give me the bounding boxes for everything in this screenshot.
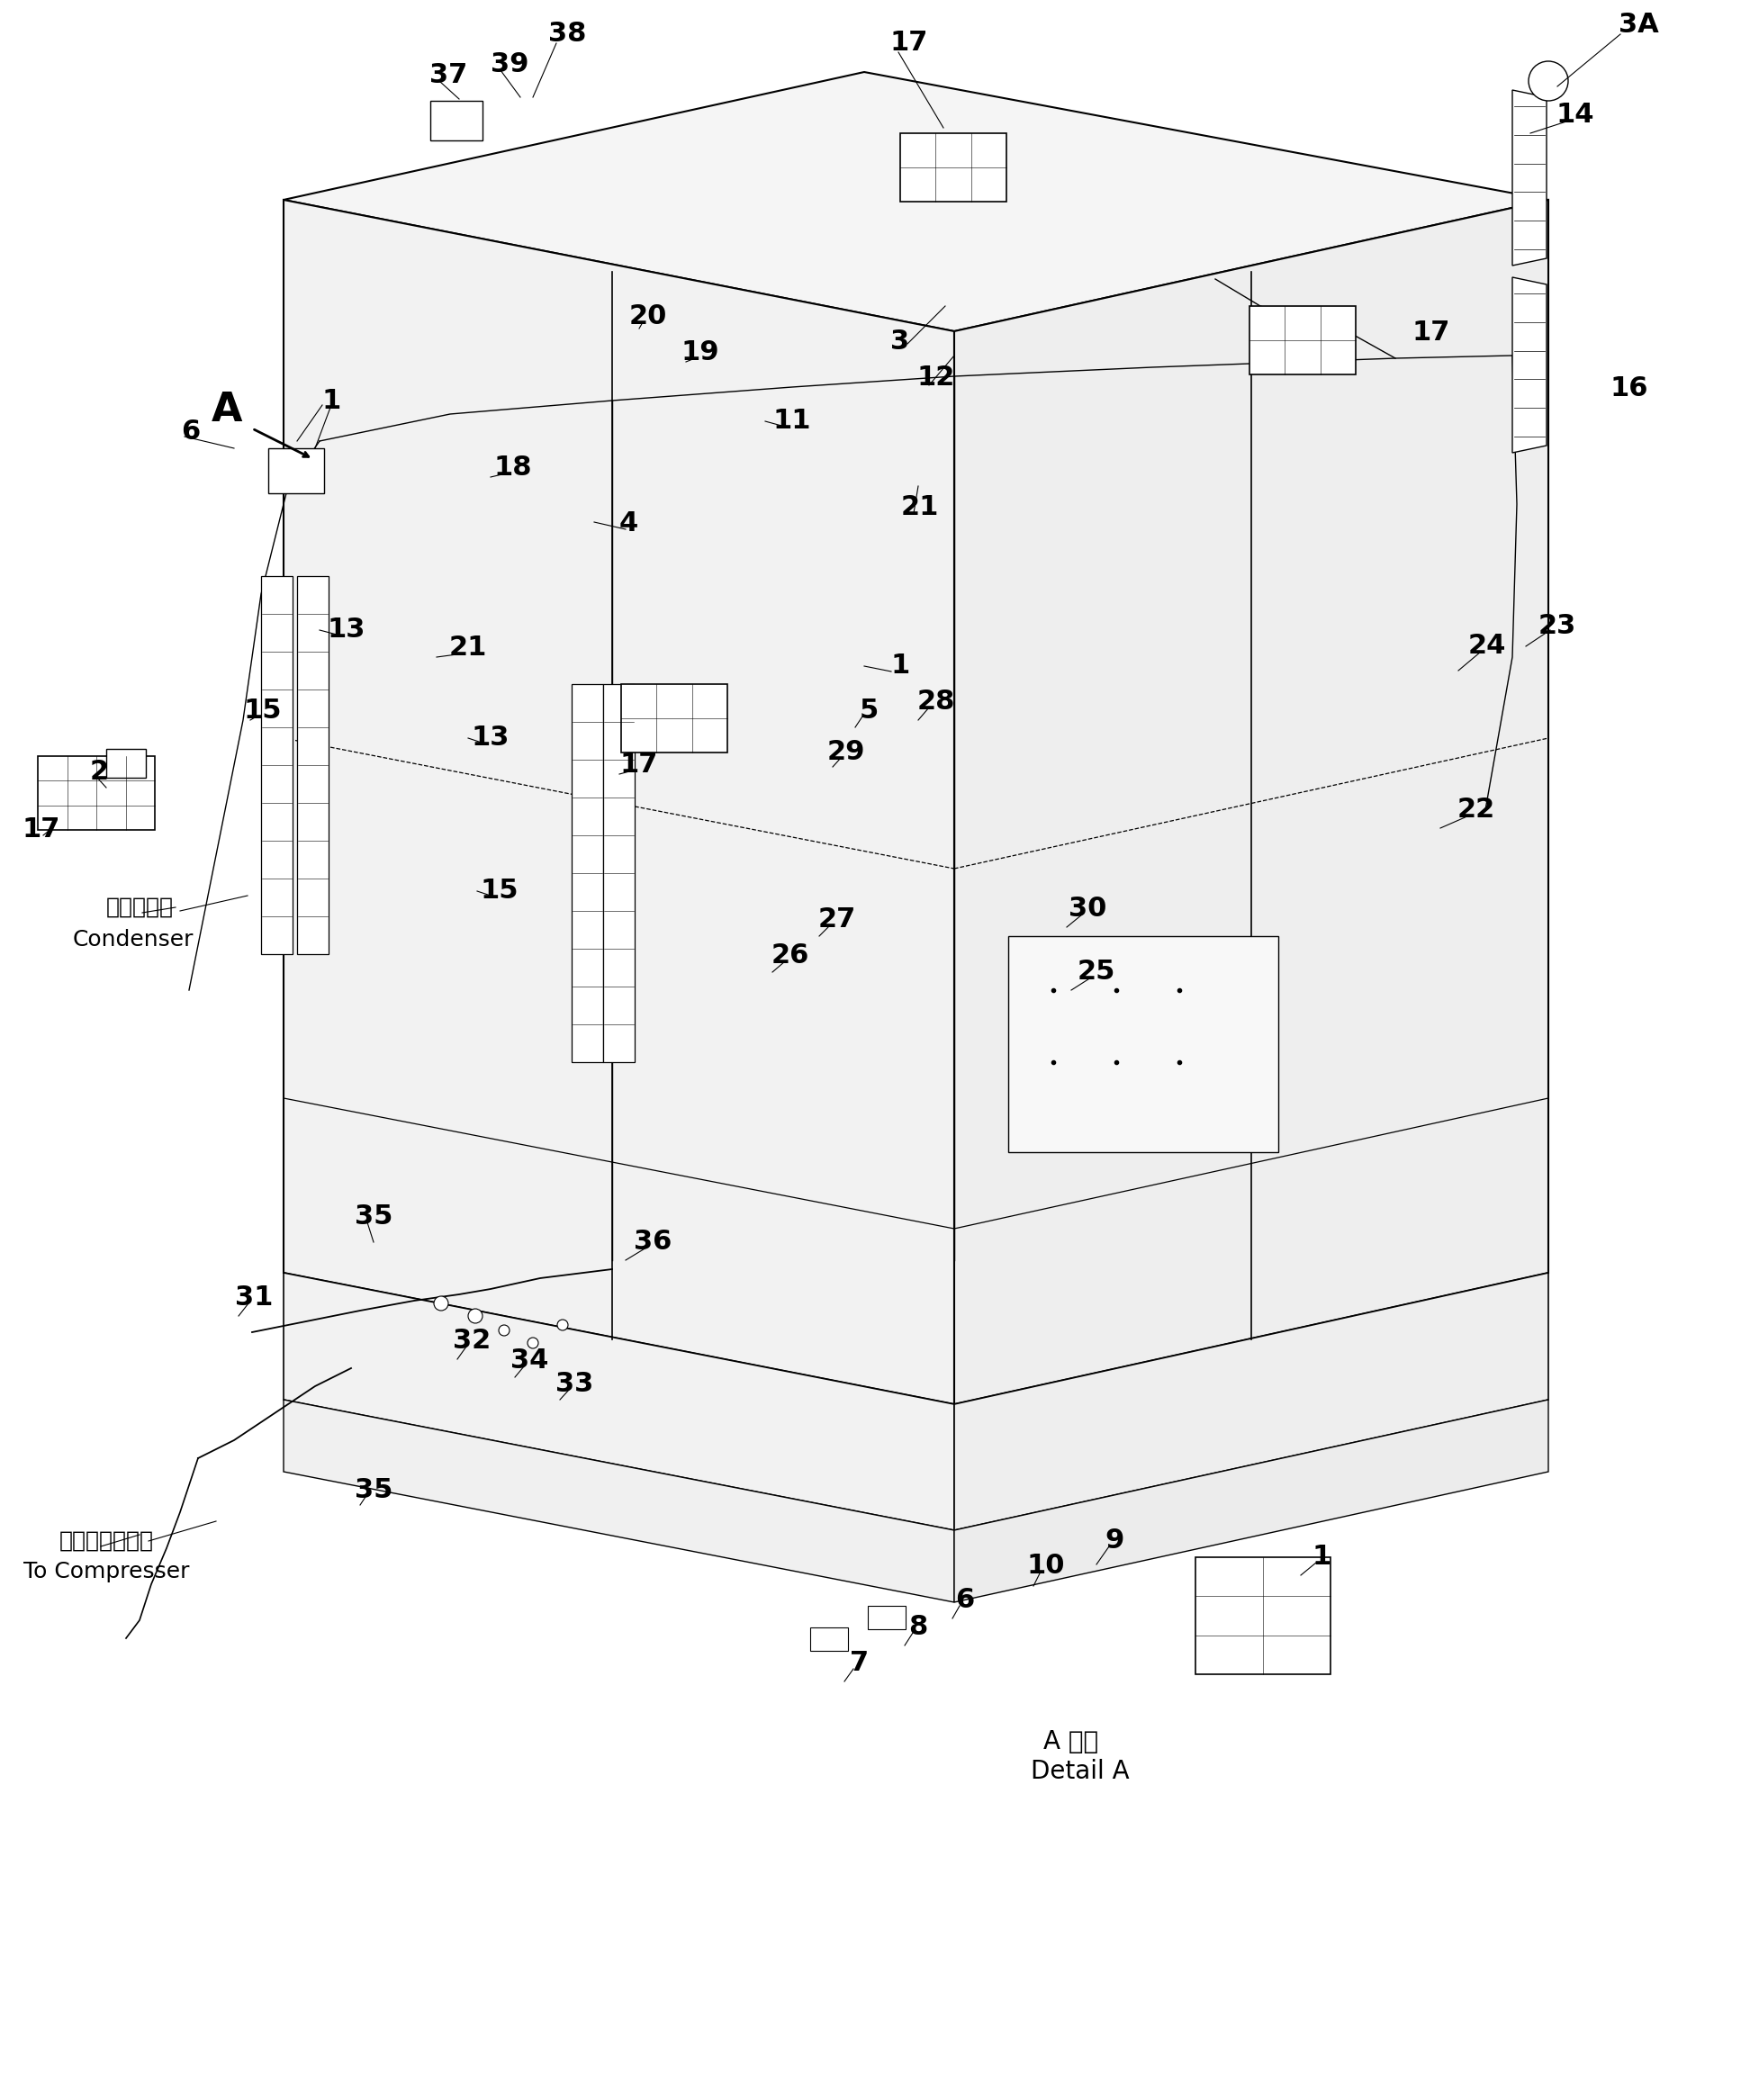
Text: 2: 2 xyxy=(90,760,109,785)
Text: Condenser: Condenser xyxy=(72,928,193,951)
Polygon shape xyxy=(953,1273,1548,1531)
Text: 20: 20 xyxy=(630,304,667,330)
Text: 39: 39 xyxy=(491,52,529,78)
Text: 31: 31 xyxy=(234,1285,273,1310)
Bar xyxy=(867,1606,906,1630)
Polygon shape xyxy=(1513,277,1546,454)
Circle shape xyxy=(528,1338,538,1348)
Text: 3: 3 xyxy=(890,330,909,355)
Bar xyxy=(260,575,292,953)
Text: 25: 25 xyxy=(1077,960,1115,985)
Text: 28: 28 xyxy=(916,689,955,716)
Text: 27: 27 xyxy=(818,907,857,932)
Circle shape xyxy=(558,1319,568,1331)
Circle shape xyxy=(500,1325,510,1336)
Text: 17: 17 xyxy=(1412,319,1451,346)
Text: 30: 30 xyxy=(1068,897,1106,922)
Polygon shape xyxy=(953,199,1548,1405)
Text: 15: 15 xyxy=(245,697,281,724)
Text: To Compresser: To Compresser xyxy=(23,1560,190,1583)
Text: 38: 38 xyxy=(549,21,586,48)
Text: 17: 17 xyxy=(890,29,929,57)
Text: コンデンサ: コンデンサ xyxy=(106,897,174,918)
Bar xyxy=(811,1628,848,1651)
Text: 18: 18 xyxy=(494,456,533,481)
Text: 36: 36 xyxy=(633,1228,672,1256)
Text: 11: 11 xyxy=(772,407,811,435)
Text: 7: 7 xyxy=(850,1651,869,1676)
Text: 5: 5 xyxy=(858,697,878,724)
Bar xyxy=(572,685,603,1063)
Polygon shape xyxy=(283,199,953,1405)
Text: 21: 21 xyxy=(449,634,487,662)
Text: 13: 13 xyxy=(471,724,510,752)
Bar xyxy=(621,685,728,752)
Text: 14: 14 xyxy=(1557,103,1594,128)
Text: 6: 6 xyxy=(181,420,201,445)
Text: 33: 33 xyxy=(556,1371,593,1396)
Polygon shape xyxy=(283,1401,953,1602)
Text: 1: 1 xyxy=(890,653,909,678)
Bar xyxy=(1196,1558,1330,1674)
Text: Detail A: Detail A xyxy=(1031,1760,1129,1785)
Polygon shape xyxy=(283,1273,953,1531)
Bar xyxy=(297,575,329,953)
Text: A: A xyxy=(211,391,243,428)
Text: 29: 29 xyxy=(827,739,865,766)
Text: 13: 13 xyxy=(327,617,366,643)
Text: 1: 1 xyxy=(322,388,341,414)
Text: 16: 16 xyxy=(1609,376,1648,401)
Bar xyxy=(1008,937,1279,1153)
Text: 37: 37 xyxy=(429,63,468,88)
Text: 26: 26 xyxy=(770,943,809,968)
Polygon shape xyxy=(953,1401,1548,1602)
Text: 35: 35 xyxy=(355,1203,392,1231)
Circle shape xyxy=(434,1296,449,1310)
Text: 6: 6 xyxy=(955,1588,974,1613)
Bar xyxy=(37,756,155,830)
Text: 21: 21 xyxy=(901,496,939,521)
Text: 22: 22 xyxy=(1456,798,1495,823)
Circle shape xyxy=(1529,61,1569,101)
Bar xyxy=(431,101,482,141)
Text: 4: 4 xyxy=(619,510,639,538)
Bar xyxy=(901,132,1006,202)
Text: 32: 32 xyxy=(452,1327,491,1354)
Circle shape xyxy=(468,1308,482,1323)
Bar xyxy=(269,447,324,493)
Text: コンプレッサへ: コンプレッサへ xyxy=(60,1531,153,1552)
Text: 23: 23 xyxy=(1539,613,1576,638)
Text: 35: 35 xyxy=(355,1476,392,1504)
Polygon shape xyxy=(1513,90,1546,265)
Bar xyxy=(1249,307,1356,374)
Bar xyxy=(603,685,635,1063)
Text: 12: 12 xyxy=(916,365,955,391)
Text: 8: 8 xyxy=(909,1615,927,1640)
Text: 3A: 3A xyxy=(1618,13,1659,38)
Text: 9: 9 xyxy=(1105,1529,1124,1554)
Text: 10: 10 xyxy=(1027,1554,1066,1579)
Text: 19: 19 xyxy=(681,340,719,365)
Polygon shape xyxy=(283,71,1548,332)
Text: 17: 17 xyxy=(621,752,658,779)
Text: 34: 34 xyxy=(510,1348,549,1373)
Text: A 拘大: A 拘大 xyxy=(1043,1728,1099,1754)
Bar xyxy=(106,750,146,777)
Text: 15: 15 xyxy=(480,878,519,905)
Text: 17: 17 xyxy=(23,817,60,842)
Text: 1: 1 xyxy=(1312,1543,1332,1571)
Text: 24: 24 xyxy=(1469,634,1506,659)
